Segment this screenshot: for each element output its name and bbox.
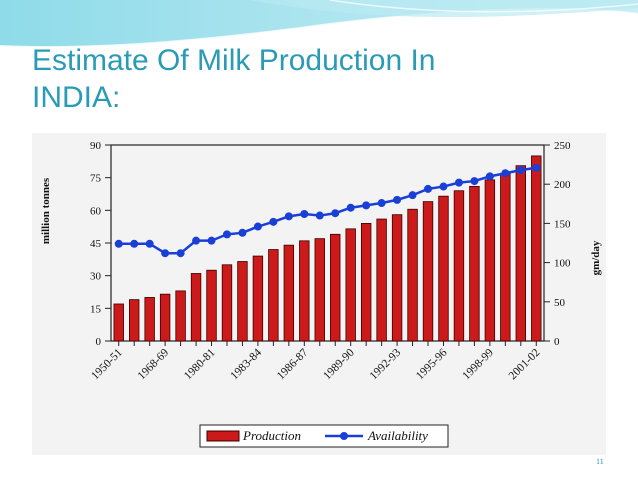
production-bar-0 (113, 303, 124, 342)
left-tick-label-6: 90 (90, 140, 102, 152)
production-bar-21 (438, 195, 449, 342)
availability-point-5 (192, 236, 201, 245)
production-bar-11 (283, 244, 295, 342)
production-bar-26 (515, 165, 526, 342)
milk-production-chart: 0 15 30 45 60 75 90 0 50 100 150 200 250 1950-51 196… (40, 140, 602, 448)
availability-line (114, 163, 541, 258)
legend-box (199, 424, 449, 448)
slide-title-line-1: Estimate Of Milk Production In (32, 44, 436, 77)
availability-point-4 (176, 249, 185, 258)
production-bar-2 (144, 297, 155, 342)
production-bar-7 (221, 264, 233, 342)
availability-point-2 (145, 239, 154, 248)
production-bar-14 (330, 233, 341, 342)
availability-point-23 (470, 177, 479, 186)
right-tick-label-3: 150 (554, 218, 571, 230)
availability-point-1 (130, 239, 139, 248)
slide-number: 11 (596, 457, 604, 466)
availability-point-26 (516, 166, 525, 175)
availability-point-15 (346, 203, 355, 212)
production-bar-23 (469, 185, 480, 342)
availability-point-9 (253, 222, 262, 231)
availability-point-7 (222, 230, 231, 239)
right-tick-label-1: 50 (554, 297, 566, 309)
availability-point-8 (238, 228, 247, 237)
availability-point-27 (532, 163, 541, 172)
x-tick-label-5: 1989-90 (321, 346, 357, 382)
left-tick-label-3: 45 (90, 238, 102, 250)
availability-point-21 (439, 182, 448, 191)
production-bar-25 (500, 172, 511, 342)
production-bar-4 (175, 290, 186, 342)
legend-availability-marker (340, 432, 348, 440)
right-tick-label-2: 100 (554, 258, 571, 270)
x-tick-label-8: 1998-99 (460, 346, 496, 382)
production-bar-24 (484, 179, 496, 342)
x-tick-label-4: 1986-87 (275, 346, 311, 382)
x-tick-label-6: 1992-93 (368, 346, 404, 382)
availability-point-19 (408, 191, 417, 200)
production-bar-17 (376, 218, 387, 342)
x-tick-label-2: 1980-81 (182, 346, 218, 382)
production-bar-16 (360, 223, 372, 342)
x-tick-label-9: 2001-02 (507, 346, 543, 382)
right-tick-label-0: 0 (554, 336, 560, 348)
right-axis: 0 50 100 150 200 250 (544, 140, 571, 348)
left-tick-label-2: 30 (90, 271, 102, 283)
y-axis-title: million tonnes (40, 177, 52, 244)
x-tick-label-7: 1995-96 (414, 346, 450, 382)
availability-point-13 (315, 211, 324, 220)
availability-point-18 (393, 195, 402, 204)
right-tick-label-5: 250 (554, 140, 571, 152)
availability-point-14 (331, 209, 340, 218)
availability-point-24 (485, 172, 494, 181)
availability-point-10 (269, 217, 278, 226)
x-axis: 1950-51 1968-69 1980-81 1983-84 1986-87 1989-… (89, 341, 543, 382)
left-axis: 0 15 30 45 60 75 90 (90, 140, 111, 348)
availability-point-22 (454, 178, 463, 187)
production-bar-3 (159, 293, 171, 342)
right-tick-label-4: 200 (554, 179, 571, 191)
production-bar-20 (422, 201, 434, 342)
legend-production-label: Production (242, 428, 301, 443)
slide-title: Estimate Of Milk Production In INDIA: (32, 42, 592, 116)
y2-axis-title: gm/day (590, 240, 602, 275)
production-bar-19 (407, 208, 418, 342)
production-bar-10 (268, 249, 279, 342)
availability-point-16 (362, 201, 371, 210)
availability-point-0 (114, 239, 123, 248)
production-bar-15 (345, 228, 356, 342)
availability-point-25 (501, 169, 510, 178)
production-bar-12 (299, 240, 310, 342)
production-bar-6 (206, 269, 217, 342)
availability-point-12 (300, 209, 309, 218)
header-wave-banner (0, 0, 638, 49)
production-bar-5 (190, 273, 202, 342)
production-bar-27 (531, 155, 542, 342)
left-tick-label-5: 75 (90, 173, 102, 185)
slide-title-line-2: INDIA: (32, 81, 121, 114)
legend-availability-label: Availability (367, 428, 428, 443)
x-tick-label-3: 1983-84 (228, 346, 264, 382)
production-bar-18 (391, 214, 403, 342)
availability-polyline (118, 166, 537, 255)
availability-point-20 (424, 184, 433, 193)
production-bar-1 (129, 299, 140, 342)
production-bar-22 (453, 190, 465, 342)
production-bars (113, 155, 542, 342)
availability-point-3 (161, 249, 170, 258)
availability-point-17 (377, 199, 386, 208)
production-bar-8 (237, 261, 248, 342)
x-tick-label-1: 1968-69 (136, 346, 172, 382)
availability-point-6 (207, 236, 216, 245)
left-tick-label-0: 0 (96, 336, 102, 348)
legend: Production Availability (199, 424, 449, 448)
availability-point-11 (284, 212, 293, 221)
left-tick-label-4: 60 (90, 205, 102, 217)
left-tick-label-1: 15 (90, 303, 102, 315)
x-tick-label-0: 1950-51 (89, 346, 125, 382)
legend-production-swatch (206, 430, 240, 442)
production-bar-9 (252, 255, 264, 342)
production-bar-13 (314, 238, 325, 342)
